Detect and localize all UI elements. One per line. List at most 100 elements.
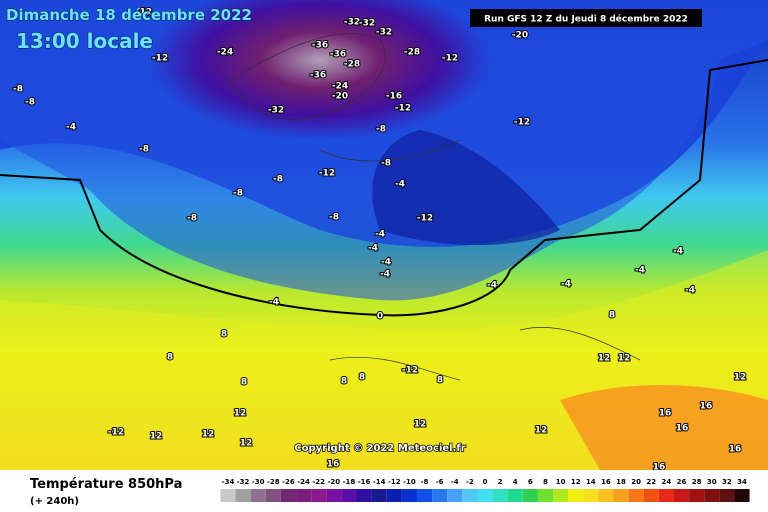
contour-label: -32: [344, 18, 360, 28]
contour-label: -4: [685, 286, 695, 296]
scale-tick-label: 12: [571, 478, 581, 486]
scale-tick-label: 4: [513, 478, 518, 486]
scale-swatch: [658, 489, 674, 502]
run-box: [470, 9, 702, 27]
contour-label: 8: [359, 373, 365, 383]
contour-label: 0: [377, 312, 383, 322]
contour-label: -4: [368, 244, 378, 254]
contour-label: -12: [108, 428, 124, 438]
scale-swatch: [356, 489, 372, 502]
contour-label: -8: [139, 145, 149, 155]
contour-label: 8: [167, 353, 173, 363]
scale-tick-label: 0: [483, 478, 488, 486]
scale-tick-label: -26: [282, 478, 295, 486]
scale-swatch: [341, 489, 357, 502]
scale-tick-label: 24: [662, 478, 672, 486]
zero-isotherm: [0, 59, 768, 317]
scale-swatch: [719, 489, 735, 502]
scale-swatch: [280, 489, 297, 502]
scale-swatch: [598, 489, 614, 502]
contour-label: -12: [417, 214, 433, 224]
scale-swatch: [553, 489, 569, 502]
contour-label: 12: [240, 439, 253, 449]
scale-tick-label: -18: [343, 478, 356, 486]
scale-swatch: [643, 489, 659, 502]
contour-label: -8: [273, 175, 283, 185]
scale-tick-label: 30: [707, 478, 717, 486]
scale-swatch: [371, 489, 387, 502]
lead-time: (+ 240h): [30, 496, 79, 507]
contour-label: -12: [395, 104, 411, 114]
cold-core: [372, 130, 560, 245]
contour-label: -12: [136, 8, 152, 18]
contour-label: 16: [327, 460, 340, 470]
contour-label: 8: [241, 378, 247, 388]
scale-tick-label: 6: [528, 478, 533, 486]
scale-tick-label: 18: [616, 478, 626, 486]
scale-tick-label: -34: [222, 478, 235, 486]
contour-label: -4: [375, 230, 385, 240]
scale-tick-label: 20: [631, 478, 641, 486]
scale-tick-label: 16: [601, 478, 611, 486]
scale-swatch: [507, 489, 523, 502]
scale-swatch: [477, 489, 493, 502]
warm-core: [560, 385, 768, 470]
contour-label: -4: [487, 281, 497, 291]
contour-label: 8: [609, 311, 615, 321]
scale-tick-label: -16: [358, 478, 371, 486]
scale-tick-label: -10: [403, 478, 416, 486]
footer-title: Température 850hPa: [30, 477, 182, 492]
scale-swatch: [386, 489, 402, 502]
scale-tick-label: -12: [388, 478, 401, 486]
contour-label: 12: [734, 373, 747, 383]
contour-label: -12: [514, 118, 530, 128]
scale-tick-label: -20: [327, 478, 340, 486]
scale-tick-label: 26: [677, 478, 687, 486]
scale-swatch: [250, 489, 266, 502]
scale-tick-label: 32: [722, 478, 732, 486]
contour-label: 16: [700, 402, 713, 412]
scale-tick-label: -14: [373, 478, 386, 486]
contour-label: 16: [659, 409, 672, 419]
scale-tick-label: -4: [451, 478, 459, 486]
contour-label: 16: [676, 424, 689, 434]
scale-tick-label: -22: [312, 478, 325, 486]
contour-label: -8: [381, 159, 391, 169]
copyright: Copyright © 2022 Meteociel.fr: [294, 443, 465, 454]
contour-label: -8: [376, 125, 386, 135]
contour-label: -16: [386, 92, 402, 102]
scale-swatch: [220, 489, 236, 502]
contour-label: -8: [329, 213, 339, 223]
scale-tick-label: -24: [297, 478, 310, 486]
contour-label: -32: [268, 106, 284, 116]
scale-tick-label: 28: [692, 478, 702, 486]
contour-label: -8: [25, 98, 35, 108]
scale-swatch: [689, 489, 705, 502]
scale-swatch: [235, 489, 251, 502]
contour-label: -28: [404, 48, 420, 58]
scale-swatch: [568, 489, 584, 502]
contour-label: 12: [535, 426, 548, 436]
scale-tick-label: -30: [252, 478, 265, 486]
scale-tick-label: 14: [586, 478, 596, 486]
scale-swatch: [401, 489, 417, 502]
contour-label: 12: [202, 430, 215, 440]
scale-tick-label: 34: [737, 478, 747, 486]
contour-label: -20: [512, 31, 528, 41]
scale-tick-label: -8: [421, 478, 429, 486]
contour-label: -12: [152, 54, 168, 64]
contour-label: 12: [150, 432, 163, 442]
scale-tick-label: -2: [466, 478, 474, 486]
run-info: Run GFS 12 Z du Jeudi 8 décembre 2022: [484, 14, 688, 25]
contour-label: -4: [66, 123, 76, 133]
contour-label: -4: [561, 280, 571, 290]
map: [0, 0, 768, 470]
contour-label: 12: [598, 354, 611, 364]
scale-swatch: [613, 489, 629, 502]
contour-label: 12: [234, 409, 247, 419]
scale-tick-label: -32: [237, 478, 250, 486]
contour-label: 16: [729, 445, 742, 455]
contour-label: -36: [310, 71, 326, 81]
scale-swatch: [628, 489, 644, 502]
